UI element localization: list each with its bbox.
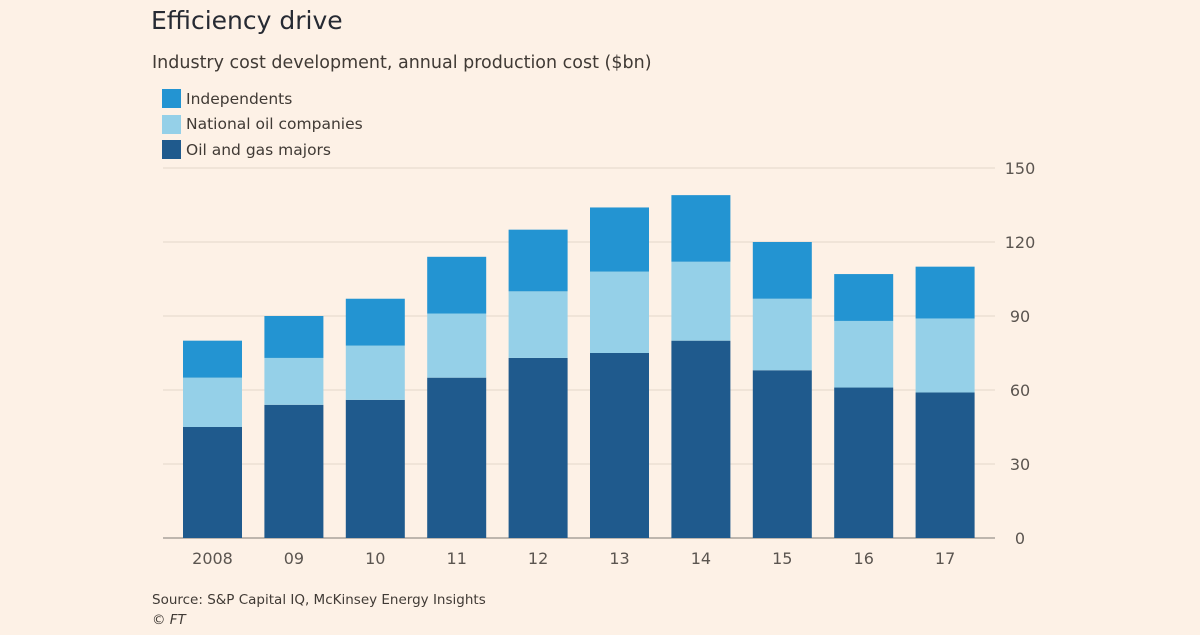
x-tick-label: 14 [691,549,711,568]
y-tick-label: 30 [1010,455,1030,474]
bar-segment-national-oil-companies [915,318,975,393]
x-tick-label: 13 [609,549,629,568]
x-tick-label: 17 [935,549,955,568]
bar-segment-oil-and-gas-majors [264,404,324,538]
bar-segment-oil-and-gas-majors [834,387,894,538]
y-tick-label: 60 [1010,381,1030,400]
bar-segment-independents [752,242,812,299]
bar-segment-independents [345,298,405,346]
bar-segment-oil-and-gas-majors [590,353,649,538]
y-tick-label: 90 [1010,307,1030,326]
bar-segment-independents [264,316,324,358]
bar-segment-oil-and-gas-majors [508,357,568,538]
bar-segment-independents [915,266,975,319]
bar-segment-oil-and-gas-majors [671,340,731,538]
bar-segment-oil-and-gas-majors [752,370,812,538]
legend-item-independents: Independents [162,86,363,112]
bar-segment-independents [590,207,649,272]
legend-label-oil-and-gas-majors: Oil and gas majors [186,140,332,159]
bar-segment-oil-and-gas-majors [345,399,405,538]
legend: Independents National oil companies Oil … [162,86,363,163]
bar-segment-national-oil-companies [671,261,731,341]
bar-segment-independents [427,256,487,314]
legend-label-national-oil-companies: National oil companies [186,115,363,134]
y-tick-label: 0 [1015,529,1025,548]
x-tick-label: 10 [365,549,385,568]
bar-segment-national-oil-companies [752,298,812,371]
legend-swatch-oil-and-gas-majors [162,140,181,160]
bar-segment-national-oil-companies [508,291,568,358]
x-tick-label: 2008 [192,549,233,568]
bar-segment-national-oil-companies [183,377,242,427]
bar-segment-national-oil-companies [264,357,324,405]
x-tick-label: 09 [284,549,304,568]
bar-segment-oil-and-gas-majors [427,377,487,538]
y-tick-label: 120 [1005,233,1036,252]
legend-swatch-independents [162,89,181,109]
y-tick-label: 150 [1005,159,1036,178]
x-tick-label: 15 [772,549,792,568]
x-tick-label: 11 [447,549,467,568]
legend-item-national-oil-companies: National oil companies [162,112,363,138]
bar-segment-national-oil-companies [427,313,487,378]
bar-segment-oil-and-gas-majors [915,392,975,538]
bar-segment-independents [183,340,242,378]
legend-label-independents: Independents [186,89,293,108]
bar-segment-national-oil-companies [590,271,649,353]
bar-segment-national-oil-companies [345,345,405,400]
bar-segment-oil-and-gas-majors [183,427,242,538]
legend-item-oil-and-gas-majors: Oil and gas majors [162,137,363,163]
chart-title: Efficiency drive [151,6,343,35]
x-tick-label: 12 [528,549,548,568]
bar-segment-independents [508,229,568,292]
chart-subtitle: Industry cost development, annual produc… [152,53,652,73]
x-tick-label: 16 [854,549,874,568]
bar-segment-independents [834,274,894,321]
bar-segment-national-oil-companies [834,320,894,388]
source-note: Source: S&P Capital IQ, McKinsey Energy … [152,592,486,608]
legend-swatch-national-oil-companies [162,114,181,134]
bar-segment-independents [671,195,731,262]
copyright-note: © FT [152,612,186,628]
